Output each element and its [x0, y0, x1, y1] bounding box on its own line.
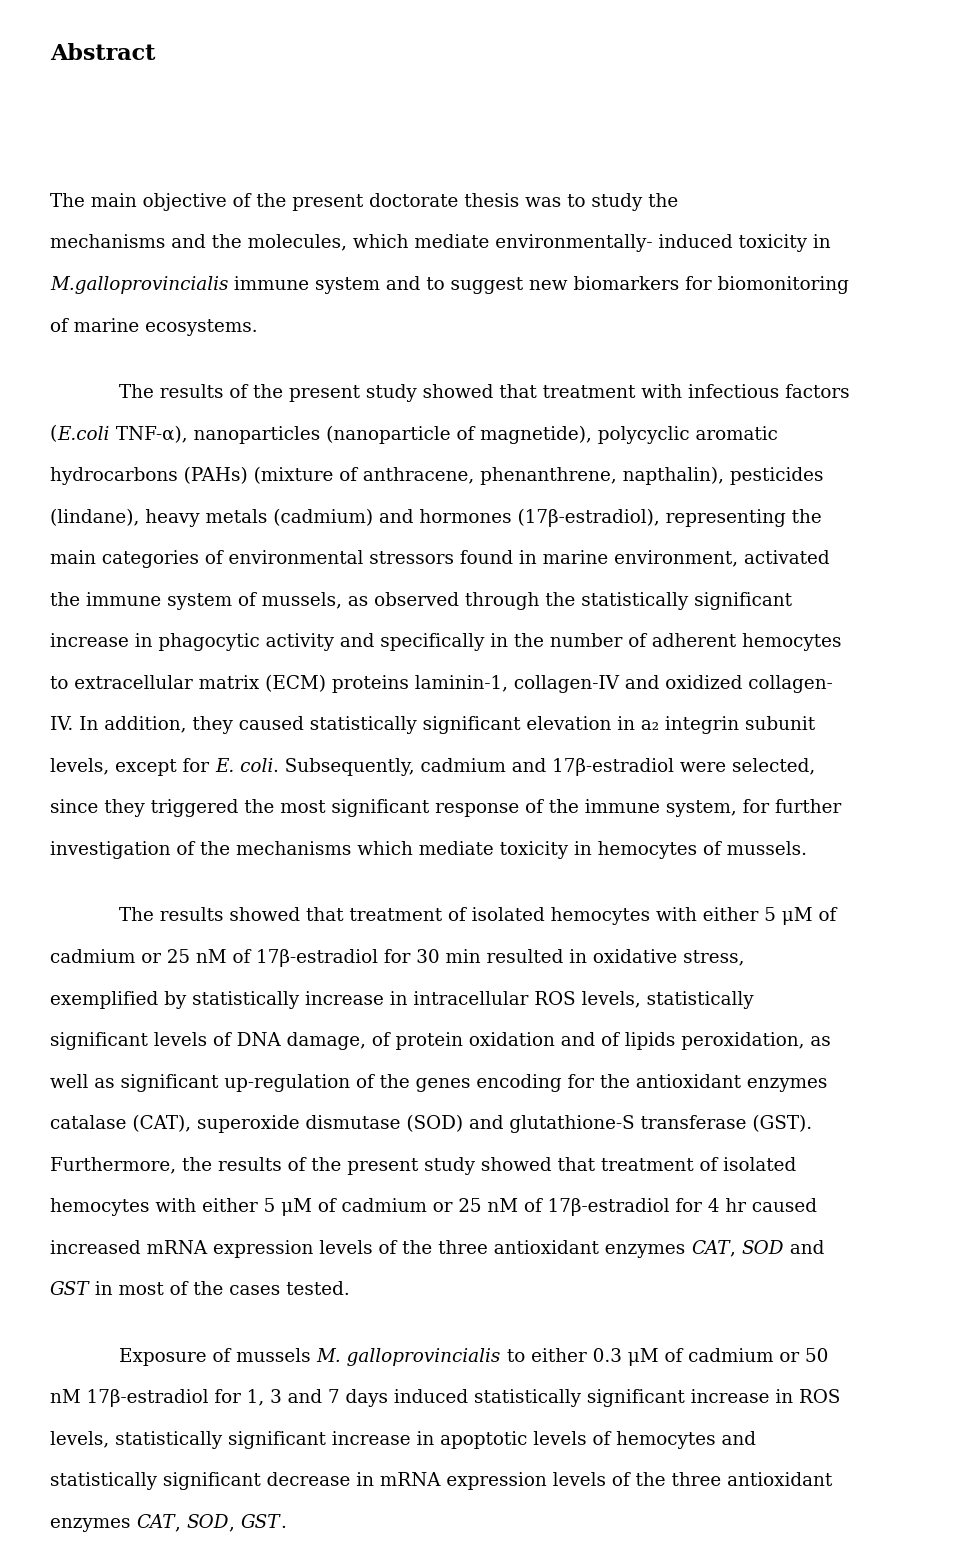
Text: nM 17β-estradiol for 1, 3 and 7 days induced statistically significant increase : nM 17β-estradiol for 1, 3 and 7 days ind… — [50, 1389, 840, 1407]
Text: M. galloprovincialis: M. galloprovincialis — [317, 1348, 501, 1366]
Text: investigation of the mechanisms which mediate toxicity in hemocytes of mussels.: investigation of the mechanisms which me… — [50, 842, 807, 859]
Text: . Subsequently, cadmium and 17β-estradiol were selected,: . Subsequently, cadmium and 17β-estradio… — [273, 758, 815, 777]
Text: since they triggered the most significant response of the immune system, for fur: since they triggered the most significan… — [50, 800, 841, 817]
Text: IV. In addition, they caused statistically significant elevation in a₂ integrin : IV. In addition, they caused statistical… — [50, 716, 815, 735]
Text: in most of the cases tested.: in most of the cases tested. — [89, 1282, 350, 1299]
Text: and: and — [783, 1240, 825, 1257]
Text: M.galloprovincialis: M.galloprovincialis — [50, 276, 228, 294]
Text: mechanisms and the molecules, which mediate environmentally- induced toxicity in: mechanisms and the molecules, which medi… — [50, 234, 830, 253]
Text: statistically significant decrease in mRNA expression levels of the three antiox: statistically significant decrease in mR… — [50, 1472, 832, 1491]
Text: hemocytes with either 5 μM of cadmium or 25 nM of 17β-estradiol for 4 hr caused: hemocytes with either 5 μM of cadmium or… — [50, 1198, 817, 1217]
Text: CAT: CAT — [691, 1240, 730, 1257]
Text: of marine ecosystems.: of marine ecosystems. — [50, 318, 257, 335]
Text: well as significant up-regulation of the genes encoding for the antioxidant enzy: well as significant up-regulation of the… — [50, 1074, 828, 1091]
Text: E. coli: E. coli — [215, 758, 273, 777]
Text: SOD: SOD — [741, 1240, 783, 1257]
Text: (lindane), heavy metals (cadmium) and hormones (17β-estradiol), representing the: (lindane), heavy metals (cadmium) and ho… — [50, 508, 822, 527]
Text: enzymes: enzymes — [50, 1514, 136, 1531]
Text: The main objective of the present doctorate thesis was to study the: The main objective of the present doctor… — [50, 192, 678, 211]
Text: SOD: SOD — [186, 1514, 229, 1531]
Text: Abstract: Abstract — [50, 43, 156, 65]
Text: exemplified by statistically increase in intracellular ROS levels, statistically: exemplified by statistically increase in… — [50, 990, 754, 1009]
Text: catalase (CAT), superoxide dismutase (SOD) and glutathione-S transferase (GST).: catalase (CAT), superoxide dismutase (SO… — [50, 1114, 812, 1133]
Text: CAT: CAT — [136, 1514, 175, 1531]
Text: levels, except for: levels, except for — [50, 758, 215, 777]
Text: significant levels of DNA damage, of protein oxidation and of lipids peroxidatio: significant levels of DNA damage, of pro… — [50, 1032, 830, 1049]
Text: the immune system of mussels, as observed through the statistically significant: the immune system of mussels, as observe… — [50, 592, 792, 609]
Text: to either 0.3 μM of cadmium or 50: to either 0.3 μM of cadmium or 50 — [501, 1348, 828, 1366]
Text: GST: GST — [241, 1514, 280, 1531]
Text: ,: , — [175, 1514, 186, 1531]
Text: increased mRNA expression levels of the three antioxidant enzymes: increased mRNA expression levels of the … — [50, 1240, 691, 1257]
Text: hydrocarbons (PAHs) (mixture of anthracene, phenanthrene, napthalin), pesticides: hydrocarbons (PAHs) (mixture of anthrace… — [50, 467, 824, 485]
Text: cadmium or 25 nM of 17β-estradiol for 30 min resulted in oxidative stress,: cadmium or 25 nM of 17β-estradiol for 30… — [50, 949, 744, 967]
Text: GST: GST — [50, 1282, 89, 1299]
Text: .: . — [280, 1514, 286, 1531]
Text: ,: , — [730, 1240, 741, 1257]
Text: (: ( — [50, 426, 58, 443]
Text: TNF-α), nanoparticles (nanoparticle of magnetide), polycyclic aromatic: TNF-α), nanoparticles (nanoparticle of m… — [109, 426, 778, 443]
Text: main categories of environmental stressors found in marine environment, activate: main categories of environmental stresso… — [50, 550, 829, 569]
Text: E.coli: E.coli — [58, 426, 109, 443]
Text: to extracellular matrix (ECM) proteins laminin-1, collagen-IV and oxidized colla: to extracellular matrix (ECM) proteins l… — [50, 674, 832, 693]
Text: increase in phagocytic activity and specifically in the number of adherent hemoc: increase in phagocytic activity and spec… — [50, 634, 841, 651]
Text: Exposure of mussels: Exposure of mussels — [119, 1348, 317, 1366]
Text: The results of the present study showed that treatment with infectious factors: The results of the present study showed … — [119, 384, 850, 401]
Text: immune system and to suggest new biomarkers for biomonitoring: immune system and to suggest new biomark… — [228, 276, 850, 294]
Text: The results showed that treatment of isolated hemocytes with either 5 μM of: The results showed that treatment of iso… — [119, 907, 836, 925]
Text: ,: , — [229, 1514, 241, 1531]
Text: levels, statistically significant increase in apoptotic levels of hemocytes and: levels, statistically significant increa… — [50, 1431, 756, 1449]
Text: Furthermore, the results of the present study showed that treatment of isolated: Furthermore, the results of the present … — [50, 1156, 796, 1175]
